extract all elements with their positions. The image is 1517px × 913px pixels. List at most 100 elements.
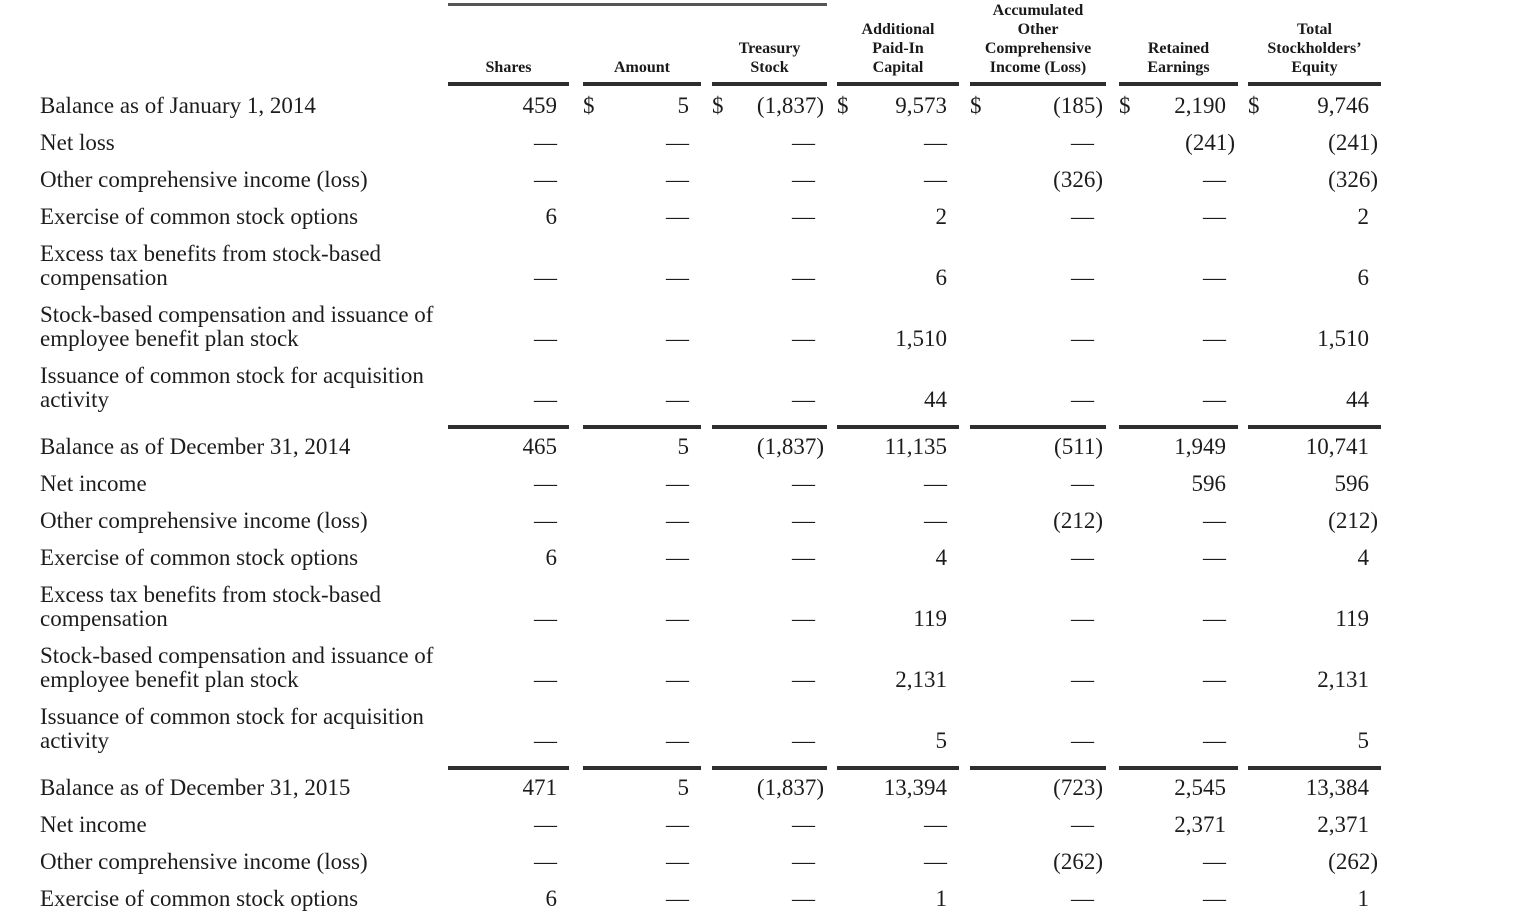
- cell-amount: —: [583, 388, 701, 412]
- cell-retained-earnings: 596: [1119, 472, 1238, 496]
- cell-value: —: [792, 606, 815, 631]
- table-row: Exercise of common stock options 6 — — 1 — — 1: [40, 887, 1517, 911]
- cell-value: —: [1071, 471, 1094, 496]
- cell-retained-earnings: 1,949: [1119, 425, 1238, 459]
- cell-accumulated-oci: (212): [970, 509, 1106, 533]
- cell-value: —: [534, 471, 557, 496]
- cell-treasury-stock: —: [712, 168, 827, 192]
- col-header-treasury-stock: Treasury Stock: [712, 39, 827, 86]
- col-header-additional-paid-in-capital: Additional Paid-In Capital: [837, 20, 959, 86]
- cell-total-stockholders-equity: 2,371: [1248, 813, 1381, 837]
- cell-retained-earnings: —: [1119, 729, 1238, 753]
- table-row: Other comprehensive income (loss) — — — — (26…: [40, 850, 1517, 874]
- cell-value: —: [534, 265, 557, 290]
- cell-accumulated-oci: —: [970, 668, 1106, 692]
- cell-accumulated-oci: —: [970, 813, 1106, 837]
- cell-additional-paid-in-capital: —: [837, 813, 959, 837]
- cell-value: 596: [1334, 471, 1370, 496]
- cell-accumulated-oci: (723): [970, 766, 1106, 800]
- table-row: Balance as of December 31, 2015 471 5 (1,83…: [40, 766, 1517, 800]
- cell-retained-earnings: —: [1119, 266, 1238, 290]
- row-label: Other comprehensive income (loss): [40, 508, 368, 533]
- row-label: Issuance of common stock for acquisition…: [40, 363, 424, 412]
- stock-group-span-rule: [448, 3, 827, 6]
- cell-shares: —: [448, 668, 569, 692]
- table-row: Other comprehensive income (loss) — — — — (32…: [40, 168, 1517, 192]
- cell-accumulated-oci: (511): [970, 425, 1106, 459]
- cell-value: 11,135: [884, 434, 947, 459]
- col-header-retained-earnings: Retained Earnings: [1119, 39, 1238, 86]
- cell-value: —: [534, 387, 557, 412]
- cell-treasury-stock: —: [712, 850, 827, 874]
- cell-value: —: [792, 849, 815, 874]
- cell-amount: —: [583, 168, 701, 192]
- cell-value: 1: [935, 886, 948, 911]
- table-row: Issuance of common stock for acquisition…: [40, 364, 1517, 412]
- cell-value: —: [666, 606, 689, 631]
- cell-accumulated-oci: (326): [970, 168, 1106, 192]
- cell-treasury-stock: —: [712, 131, 827, 155]
- table-row: Net income — — — — — 2,371 2,371: [40, 813, 1517, 837]
- row-label: Balance as of January 1, 2014: [40, 93, 316, 118]
- row-label: Issuance of common stock for acquisition…: [40, 704, 424, 753]
- cell-total-stockholders-equity: $9,746: [1248, 94, 1381, 118]
- cell-value: (723): [1053, 775, 1103, 800]
- cell-additional-paid-in-capital: 11,135: [837, 425, 959, 459]
- cell-value: 5: [935, 728, 948, 753]
- cell-value: —: [1071, 667, 1094, 692]
- row-label: Excess tax benefits from stock-based com…: [40, 241, 382, 290]
- cell-value: 1,510: [1317, 326, 1369, 351]
- cell-total-stockholders-equity: 596: [1248, 472, 1381, 496]
- cell-value: 596: [1191, 471, 1227, 496]
- cell-shares: 471: [448, 766, 569, 800]
- row-label: Other comprehensive income (loss): [40, 167, 368, 192]
- cell-value: —: [666, 387, 689, 412]
- cell-treasury-stock: —: [712, 472, 827, 496]
- cell-value: 2,190: [1174, 93, 1226, 118]
- cell-additional-paid-in-capital: 119: [837, 607, 959, 631]
- cell-value: —: [1071, 204, 1094, 229]
- cell-value: 6: [545, 204, 558, 229]
- cell-shares: 465: [448, 425, 569, 459]
- cell-value: (241): [1328, 130, 1378, 155]
- cell-value: (212): [1053, 508, 1103, 533]
- cell-value: —: [1071, 130, 1094, 155]
- cell-accumulated-oci: —: [970, 546, 1106, 570]
- cell-shares: 6: [448, 546, 569, 570]
- cell-value: —: [924, 130, 947, 155]
- cell-value: 10,741: [1305, 434, 1369, 459]
- cell-value: —: [534, 728, 557, 753]
- cell-value: 6: [545, 545, 558, 570]
- cell-value: —: [1071, 326, 1094, 351]
- cell-value: 1,949: [1174, 434, 1226, 459]
- cell-treasury-stock: —: [712, 607, 827, 631]
- cell-retained-earnings: —: [1119, 327, 1238, 351]
- currency-symbol: $: [712, 93, 724, 118]
- table-row: Stock-based compensation and issuance of…: [40, 644, 1517, 692]
- cell-value: 119: [1335, 606, 1369, 631]
- cell-value: —: [534, 606, 557, 631]
- cell-value: —: [1203, 728, 1226, 753]
- row-label: Balance as of December 31, 2015: [40, 775, 351, 800]
- cell-value: 2: [1357, 204, 1370, 229]
- cell-shares: 459: [448, 94, 569, 118]
- cell-additional-paid-in-capital: —: [837, 168, 959, 192]
- cell-value: —: [1203, 167, 1226, 192]
- cell-value: —: [1071, 606, 1094, 631]
- cell-value: —: [666, 545, 689, 570]
- cell-value: 6: [545, 886, 558, 911]
- cell-value: —: [792, 886, 815, 911]
- cell-amount: 5: [583, 425, 701, 459]
- cell-total-stockholders-equity: (241): [1248, 131, 1381, 155]
- cell-value: (511): [1054, 434, 1103, 459]
- cell-value: 9,746: [1317, 93, 1369, 118]
- cell-treasury-stock: —: [712, 668, 827, 692]
- cell-total-stockholders-equity: 4: [1248, 546, 1381, 570]
- cell-treasury-stock: —: [712, 546, 827, 570]
- cell-amount: —: [583, 668, 701, 692]
- cell-total-stockholders-equity: 1: [1248, 887, 1381, 911]
- cell-additional-paid-in-capital: 6: [837, 266, 959, 290]
- cell-value: —: [1203, 886, 1226, 911]
- table-row: Net income — — — — — 596 596: [40, 472, 1517, 496]
- cell-additional-paid-in-capital: 1,510: [837, 327, 959, 351]
